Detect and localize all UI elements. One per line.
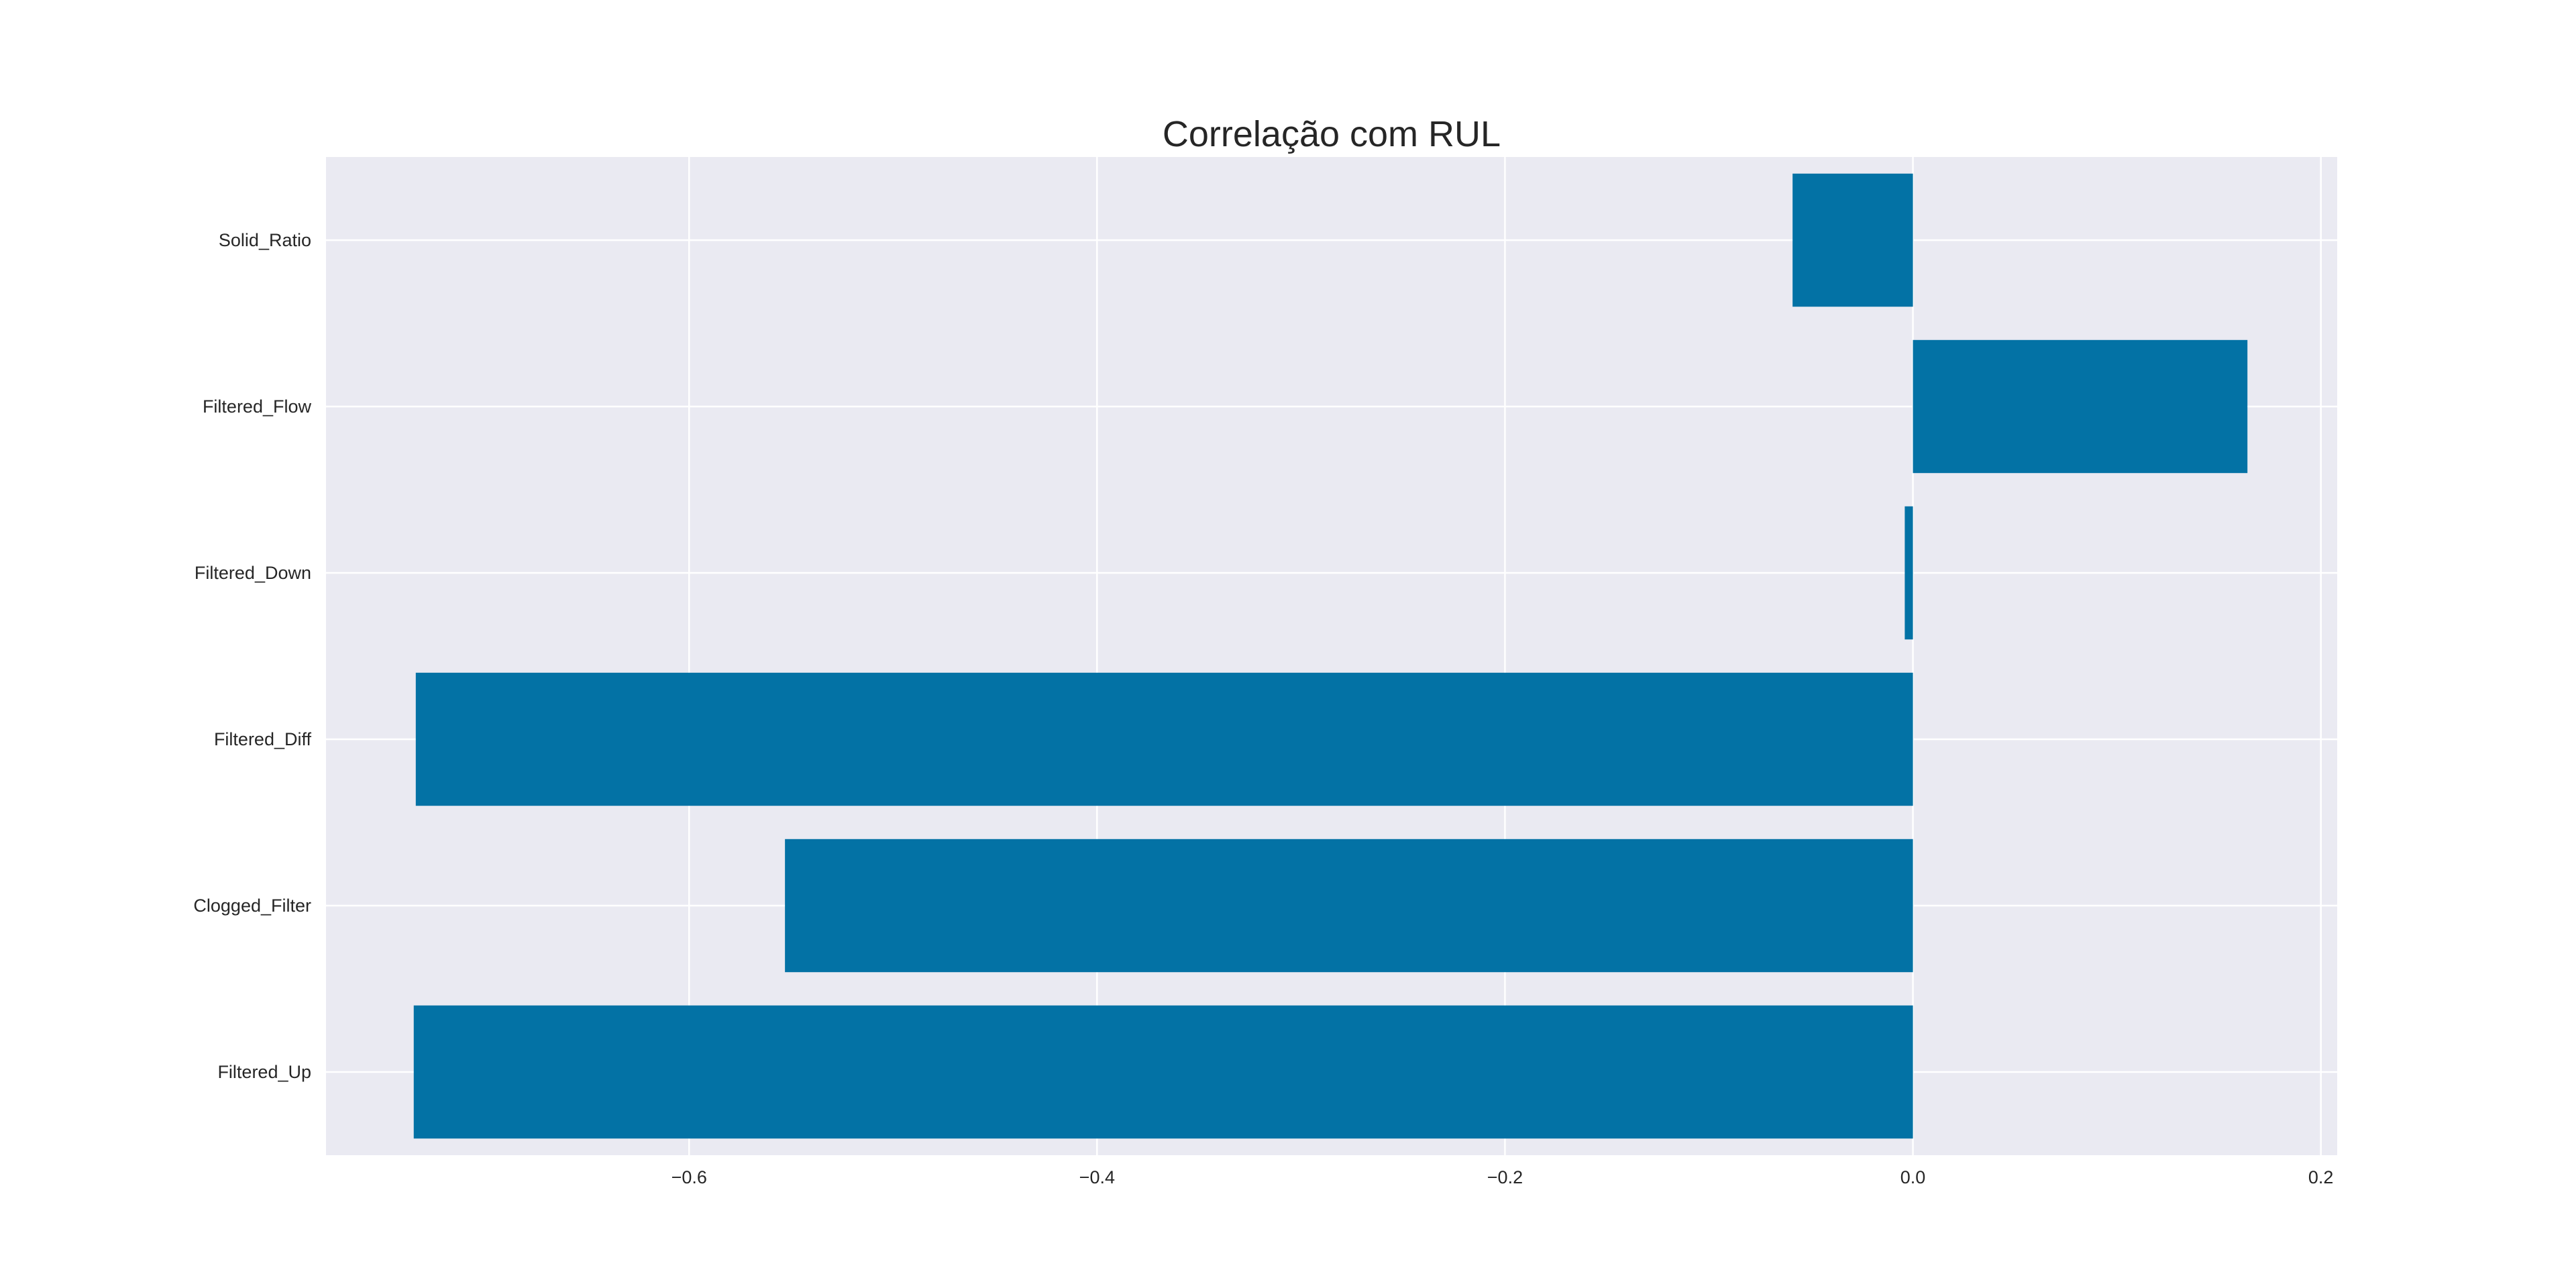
x-tick-label: 0.0: [1900, 1167, 1926, 1187]
bar-filtered-diff: [415, 672, 1913, 806]
bar-solid-ratio: [1792, 173, 1913, 307]
chart-title: Correlação com RUL: [1163, 114, 1501, 154]
y-tick-label: Filtered_Down: [195, 563, 311, 583]
y-tick-labels: Filtered_Up Clogged_Filter Filtered_Diff Fi…: [193, 230, 311, 1082]
x-tick-label: 0.2: [2308, 1167, 2334, 1187]
bars: [413, 173, 2248, 1139]
y-tick-label: Filtered_Up: [217, 1062, 311, 1082]
bar-filtered-flow: [1913, 339, 2248, 474]
bar-filtered-up: [413, 1005, 1913, 1139]
x-tick-labels: −0.6 −0.4 −0.2 0.0 0.2: [672, 1167, 2334, 1187]
x-tick-label: −0.4: [1079, 1167, 1115, 1187]
bar-clogged-filter: [785, 839, 1913, 973]
y-tick-label: Solid_Ratio: [219, 230, 311, 250]
x-tick-label: −0.6: [672, 1167, 707, 1187]
y-tick-label: Clogged_Filter: [193, 896, 311, 916]
y-tick-label: Filtered_Flow: [203, 396, 312, 417]
plot-background: [326, 157, 2337, 1155]
bar-filtered-down: [1904, 506, 1913, 640]
y-tick-label: Filtered_Diff: [214, 729, 312, 749]
x-tick-label: −0.2: [1487, 1167, 1523, 1187]
